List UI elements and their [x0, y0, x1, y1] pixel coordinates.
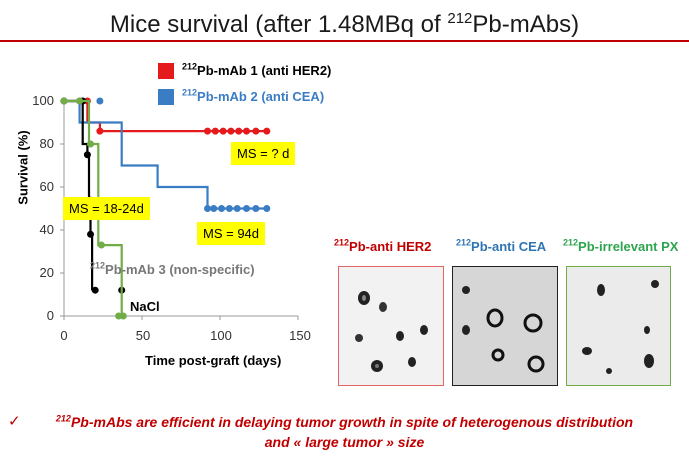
y-tick-label: 40 — [39, 222, 54, 237]
series-line-2 — [64, 99, 94, 291]
tumor-image-cea — [453, 267, 557, 385]
data-point-1 — [96, 97, 104, 105]
image-caption-cea-text: Pb-anti CEA — [471, 239, 547, 254]
series-label-mab3-text: Pb-mAb 3 (non-specific) — [105, 262, 255, 277]
image-caption-her2-sup: 212 — [334, 237, 350, 248]
legend-label-her2: 212Pb-mAb 1 (anti HER2) — [182, 61, 332, 78]
ms-annotation-controls: MS = 18-24d — [63, 197, 150, 220]
slide-title: Mice survival (after 1.48MBq of 212Pb-mA… — [0, 4, 689, 40]
data-point-0 — [243, 127, 251, 135]
data-point-1 — [204, 205, 212, 212]
x-axis-label: Time post-graft (days) — [145, 353, 282, 368]
data-point-0 — [227, 127, 235, 135]
data-point-2 — [87, 230, 95, 238]
data-point-3 — [76, 97, 84, 105]
ms-annotation-cea: MS = 94d — [197, 222, 266, 245]
data-point-1 — [263, 205, 271, 212]
conclusion-sup: 212 — [55, 413, 71, 424]
x-tick-label: 150 — [289, 328, 311, 343]
series-label-mab3-sup: 212 — [90, 260, 106, 271]
data-point-0 — [211, 127, 219, 135]
data-point-0 — [219, 127, 227, 135]
y-tick-label: 80 — [39, 136, 54, 151]
conclusion-text: 212Pb-mAbs are efficient in delaying tum… — [0, 412, 689, 452]
image-panel-irrelevant — [566, 266, 671, 386]
data-point-2 — [91, 286, 99, 294]
data-point-3 — [119, 312, 127, 320]
image-caption-irrelevant-sup: 212 — [563, 237, 579, 248]
conclusion-line-1: 212Pb-mAbs are efficient in delaying tum… — [0, 412, 689, 432]
series-line-1 — [64, 99, 267, 210]
image-caption-cea: 212Pb-anti CEA — [456, 237, 547, 254]
data-point-0 — [96, 127, 104, 135]
data-point-0 — [252, 127, 260, 135]
x-tick-label: 0 — [60, 328, 68, 343]
data-point-1 — [252, 205, 260, 212]
data-point-1 — [233, 205, 241, 212]
data-point-3 — [97, 241, 105, 249]
y-tick-label: 100 — [32, 93, 54, 108]
legend-swatch-cea — [158, 89, 174, 105]
conclusion-line-1-text: Pb-mAbs are efficient in delaying tumor … — [70, 414, 634, 430]
data-point-1 — [218, 205, 226, 212]
data-point-2 — [83, 151, 91, 159]
ms-annotation-her2: MS = ? d — [231, 142, 296, 165]
image-panel-her2 — [338, 266, 444, 386]
image-caption-cea-sup: 212 — [456, 237, 472, 248]
data-point-1 — [243, 205, 251, 212]
data-point-3 — [87, 140, 95, 148]
image-caption-her2-text: Pb-anti HER2 — [349, 239, 432, 254]
legend-text-her2: Pb-mAb 1 (anti HER2) — [197, 63, 332, 78]
conclusion-line-2: and « large tumor » size — [264, 434, 425, 450]
legend-text-cea: Pb-mAb 2 (anti CEA) — [197, 89, 325, 104]
x-tick-label: 100 — [210, 328, 232, 343]
series-line-0 — [64, 99, 267, 133]
image-caption-irrelevant-text: Pb-irrelevant PX — [578, 239, 679, 254]
x-tick-label: 50 — [135, 328, 151, 343]
data-point-0 — [204, 127, 212, 135]
data-point-0 — [263, 127, 271, 135]
legend-swatch-her2 — [158, 63, 174, 79]
legend-sup-her2: 212 — [182, 61, 198, 72]
y-tick-label: 20 — [39, 265, 54, 280]
series-label-mab3: 212Pb-mAb 3 (non-specific) — [90, 260, 255, 277]
check-icon: ✓ — [8, 413, 21, 430]
image-caption-her2: 212Pb-anti HER2 — [334, 237, 432, 254]
data-point-3 — [60, 97, 68, 105]
title-underline — [0, 40, 689, 42]
title-sup: 212 — [447, 10, 473, 27]
data-point-0 — [235, 127, 243, 135]
y-tick-label: 60 — [39, 179, 54, 194]
legend-sup-cea: 212 — [182, 87, 198, 98]
image-panel-cea — [452, 266, 558, 386]
y-tick-label: 0 — [46, 308, 54, 323]
legend-label-cea: 212Pb-mAb 2 (anti CEA) — [182, 87, 325, 104]
data-point-1 — [210, 205, 218, 212]
series-line-3 — [64, 99, 123, 316]
series-label-nacl: NaCl — [130, 299, 160, 314]
title-prefix: Mice survival (after 1.48MBq of — [109, 11, 448, 38]
tumor-image-irrelevant — [567, 267, 670, 385]
title-suffix: Pb-mAbs) — [472, 11, 580, 38]
tumor-image-her2 — [339, 267, 443, 385]
image-caption-irrelevant: 212Pb-irrelevant PX — [563, 237, 679, 254]
data-point-1 — [225, 205, 233, 212]
